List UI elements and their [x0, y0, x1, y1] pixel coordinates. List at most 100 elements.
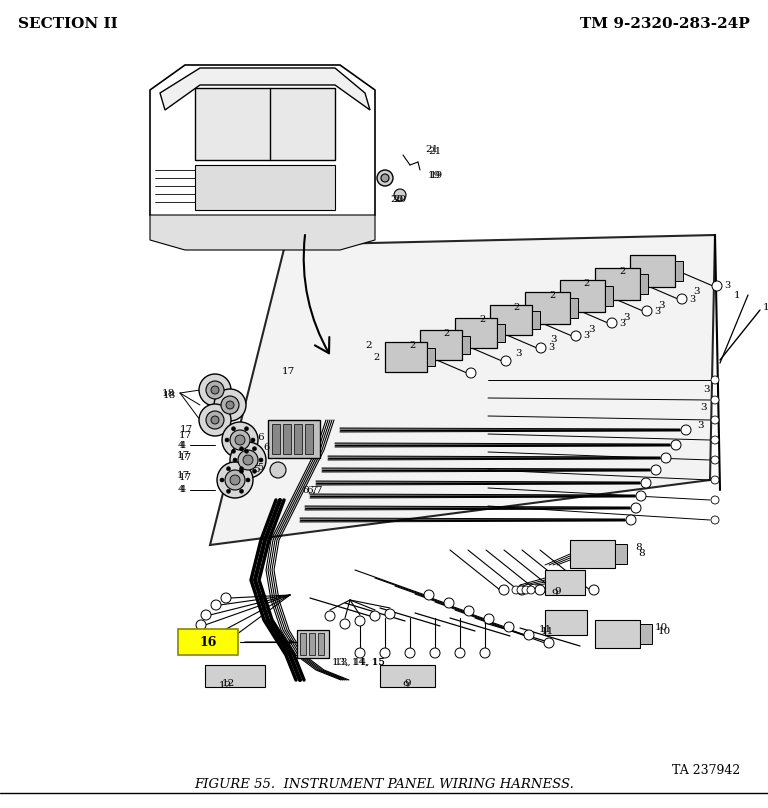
- Text: 3: 3: [589, 325, 595, 334]
- Text: 2: 2: [444, 329, 450, 338]
- Text: 3: 3: [548, 343, 554, 352]
- Bar: [532, 311, 540, 329]
- Bar: [318, 633, 324, 655]
- Text: 19: 19: [428, 170, 442, 179]
- Text: 2: 2: [374, 352, 380, 361]
- Bar: [615, 544, 627, 564]
- Circle shape: [355, 648, 365, 658]
- Circle shape: [231, 427, 236, 431]
- Text: 18: 18: [162, 389, 175, 398]
- Text: 3: 3: [694, 288, 700, 297]
- Circle shape: [651, 465, 661, 475]
- Circle shape: [240, 490, 243, 493]
- Text: 13, 14, 15: 13, 14, 15: [335, 658, 385, 667]
- Circle shape: [385, 609, 395, 619]
- Bar: [272, 424, 280, 454]
- Text: TA 237942: TA 237942: [672, 764, 740, 776]
- Circle shape: [240, 469, 243, 473]
- Text: 21: 21: [428, 148, 442, 157]
- Circle shape: [711, 376, 719, 384]
- Text: 6: 6: [264, 444, 270, 452]
- Circle shape: [661, 453, 671, 463]
- Circle shape: [233, 458, 237, 462]
- Circle shape: [394, 189, 406, 201]
- Circle shape: [227, 490, 230, 493]
- Text: 17: 17: [177, 470, 190, 479]
- Bar: [283, 424, 291, 454]
- Circle shape: [340, 619, 350, 629]
- Circle shape: [455, 648, 465, 658]
- Circle shape: [217, 462, 253, 498]
- Bar: [178, 629, 238, 655]
- Text: 9: 9: [402, 680, 409, 689]
- Text: FIGURE 55.  INSTRUMENT PANEL WIRING HARNESS.: FIGURE 55. INSTRUMENT PANEL WIRING HARNE…: [194, 777, 574, 790]
- Circle shape: [466, 368, 476, 378]
- Text: 6,7: 6,7: [306, 486, 323, 494]
- Circle shape: [504, 622, 514, 632]
- Circle shape: [571, 585, 581, 595]
- Circle shape: [430, 648, 440, 658]
- Circle shape: [553, 585, 563, 595]
- Text: SECTION II: SECTION II: [18, 17, 118, 31]
- Text: 3: 3: [624, 313, 631, 322]
- Bar: [640, 624, 652, 644]
- Circle shape: [711, 476, 719, 484]
- Circle shape: [517, 585, 527, 595]
- Bar: [630, 255, 675, 287]
- Circle shape: [216, 638, 226, 648]
- Text: 3: 3: [724, 281, 730, 291]
- Text: 2: 2: [549, 292, 555, 301]
- Text: 12: 12: [221, 679, 235, 688]
- Circle shape: [206, 630, 216, 640]
- Circle shape: [377, 170, 393, 186]
- Bar: [300, 633, 306, 655]
- Text: 9: 9: [551, 588, 558, 597]
- Text: 3: 3: [583, 331, 589, 340]
- Circle shape: [355, 616, 365, 626]
- Circle shape: [636, 491, 646, 501]
- Circle shape: [206, 381, 224, 399]
- Text: 19: 19: [430, 171, 443, 180]
- Circle shape: [681, 425, 691, 435]
- Bar: [455, 318, 497, 348]
- Circle shape: [230, 442, 266, 478]
- Circle shape: [243, 455, 253, 465]
- Bar: [294, 424, 302, 454]
- Circle shape: [211, 600, 221, 610]
- Circle shape: [711, 396, 719, 404]
- Circle shape: [199, 404, 231, 436]
- Text: 1: 1: [733, 291, 740, 300]
- Circle shape: [226, 401, 234, 409]
- Text: 3: 3: [689, 294, 695, 304]
- Circle shape: [199, 374, 231, 406]
- Circle shape: [211, 386, 219, 394]
- Circle shape: [589, 585, 599, 595]
- Circle shape: [484, 614, 494, 624]
- Circle shape: [480, 648, 490, 658]
- Circle shape: [253, 447, 257, 451]
- Text: 3: 3: [703, 385, 710, 394]
- Bar: [545, 570, 585, 595]
- Text: 18: 18: [163, 390, 176, 399]
- Text: 9: 9: [554, 587, 561, 596]
- Circle shape: [230, 430, 250, 450]
- Bar: [560, 280, 605, 312]
- Text: 3: 3: [551, 335, 558, 344]
- Circle shape: [524, 630, 534, 640]
- Circle shape: [370, 611, 380, 621]
- Bar: [427, 348, 435, 366]
- Circle shape: [677, 294, 687, 304]
- Polygon shape: [160, 68, 370, 110]
- Text: 21: 21: [425, 145, 439, 154]
- Text: 10: 10: [658, 628, 671, 637]
- Text: 17: 17: [282, 368, 295, 377]
- Circle shape: [641, 478, 651, 488]
- Bar: [420, 330, 462, 360]
- Text: 4: 4: [177, 440, 184, 449]
- Circle shape: [244, 427, 249, 431]
- Text: TM 9-2320-283-24P: TM 9-2320-283-24P: [581, 17, 750, 31]
- Text: 2: 2: [514, 304, 520, 313]
- Circle shape: [221, 396, 239, 414]
- Text: 17: 17: [179, 473, 192, 482]
- Circle shape: [536, 343, 546, 353]
